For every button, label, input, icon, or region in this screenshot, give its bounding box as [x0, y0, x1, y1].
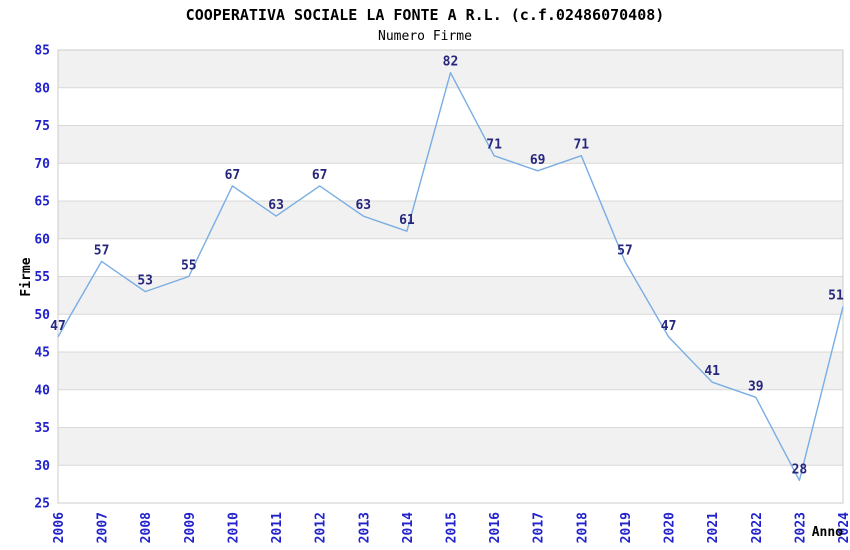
x-tick-label: 2014	[401, 512, 416, 543]
data-series-line	[57, 71, 844, 482]
data-point-label: 71	[573, 138, 589, 153]
data-point-label: 67	[312, 168, 328, 183]
y-tick-label: 45	[34, 346, 50, 361]
x-tick-label: 2024	[837, 512, 850, 543]
x-tick-label: 2007	[96, 512, 111, 543]
plot-band	[58, 87, 843, 126]
y-tick-label: 75	[34, 119, 50, 134]
x-tick-label: 2019	[619, 512, 634, 543]
y-tick-label: 70	[34, 157, 50, 172]
plot-border-rect	[57, 49, 844, 504]
chart-subtitle: Numero Firme	[378, 29, 472, 44]
data-point-label: 63	[355, 198, 371, 213]
plot-band	[58, 276, 843, 315]
plot-band	[58, 314, 843, 352]
plot-band	[58, 352, 843, 390]
y-tick-label: 60	[34, 232, 50, 247]
data-point-label: 63	[268, 198, 284, 213]
data-point-label: 39	[748, 379, 764, 394]
chart-title: COOPERATIVA SOCIALE LA FONTE A R.L. (c.f…	[186, 6, 665, 24]
plot-band	[58, 389, 843, 428]
data-point-label: 47	[661, 319, 677, 334]
x-tick-label: 2010	[226, 512, 241, 543]
data-point-label: 55	[181, 259, 197, 274]
plot-bands	[58, 50, 843, 503]
data-point-label: 69	[530, 153, 546, 168]
x-tick-label: 2018	[575, 512, 590, 543]
x-tick-label: 2006	[52, 512, 67, 543]
x-tick-label: 2016	[488, 512, 503, 543]
x-axis-tick-labels: 2006 2007 2008 2009 2010 2011 2012 2013 2014 2015…	[52, 512, 850, 543]
y-tick-label: 50	[34, 308, 50, 323]
series-polyline	[57, 71, 844, 482]
data-point-label: 71	[486, 138, 502, 153]
y-tick-label: 65	[34, 195, 50, 210]
y-tick-label: 80	[34, 81, 50, 96]
data-point-label: 51	[828, 289, 844, 304]
y-tick-label: 25	[34, 497, 50, 512]
plot-border	[57, 49, 844, 504]
y-tick-label: 30	[34, 459, 50, 474]
x-tick-label: 2013	[357, 512, 372, 543]
plot-band	[58, 125, 843, 164]
data-point-label: 53	[137, 274, 153, 289]
y-tick-label: 35	[34, 421, 50, 436]
data-point-label: 41	[704, 364, 720, 379]
x-tick-label: 2022	[750, 512, 765, 543]
x-tick-label: 2017	[532, 512, 547, 543]
data-point-label: 67	[225, 168, 241, 183]
y-tick-label: 55	[34, 270, 50, 285]
plot-band	[58, 465, 843, 503]
y-axis-tick-labels: 25 30 35 40 45 50 55 60 65 70 75 80 85	[34, 44, 50, 512]
x-tick-label: 2021	[706, 512, 721, 543]
data-point-label: 47	[50, 319, 66, 334]
plot-band	[58, 201, 843, 239]
x-tick-label: 2020	[663, 512, 678, 543]
data-point-label: 28	[792, 462, 808, 477]
y-tick-label: 85	[34, 44, 50, 59]
y-axis-title: Firme	[19, 257, 34, 296]
data-point-label: 57	[94, 243, 110, 258]
x-axis-title: Anno	[812, 525, 843, 540]
plot-band	[58, 427, 843, 466]
data-point-labels: 47 57 53 55 67 63 67 63 61 82 71 69 71 57 47 41 39 28 51	[50, 55, 844, 478]
x-tick-label: 2008	[139, 512, 154, 543]
x-tick-label: 2011	[270, 512, 285, 543]
data-point-label: 61	[399, 213, 415, 228]
plot-band	[58, 50, 843, 88]
plot-band	[58, 163, 843, 201]
x-tick-label: 2015	[445, 512, 460, 543]
data-point-label: 82	[443, 55, 459, 70]
y-tick-label: 40	[34, 383, 50, 398]
data-point-label: 57	[617, 243, 633, 258]
x-tick-label: 2012	[314, 512, 329, 543]
x-tick-label: 2023	[793, 512, 808, 543]
x-tick-label: 2009	[183, 512, 198, 543]
plot-band	[58, 238, 843, 277]
